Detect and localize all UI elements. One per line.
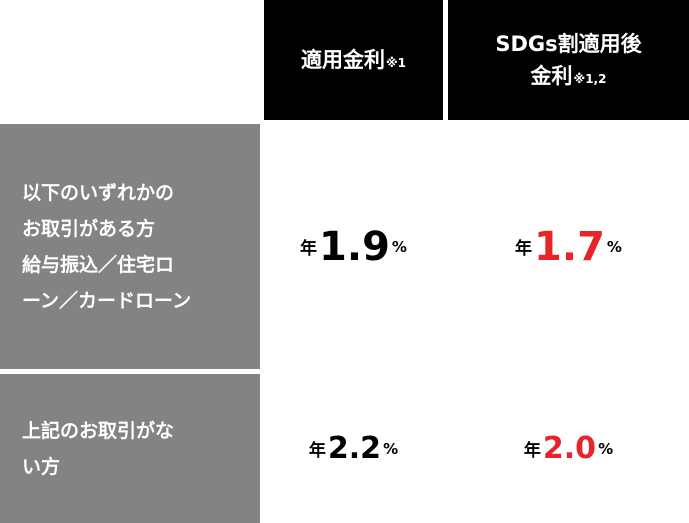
rate-prefix: 年 xyxy=(308,441,326,461)
applied-rate-with-transactions: 年 1.9 % xyxy=(264,124,443,369)
rate-unit: % xyxy=(391,237,407,256)
row-header-line: ーン／カードローン xyxy=(22,289,192,312)
rate-unit: % xyxy=(383,439,399,458)
column-header-sdgs-rate: SDGs割適用後 金利 ※1,2 xyxy=(448,0,689,120)
rate-prefix: 年 xyxy=(523,441,541,461)
rate-value: 1.7 xyxy=(534,223,605,270)
row-header-line: お取引がある方 xyxy=(22,217,156,240)
applied-rate-header-line: 適用金利 ※1 xyxy=(301,44,406,76)
applied-rate-header-note: ※1 xyxy=(385,56,406,70)
sdgs-rate-header-line1: SDGs割適用後 xyxy=(495,32,642,56)
row-header-without-transactions: 上記のお取引がな い方 xyxy=(0,374,260,523)
rate-unit: % xyxy=(598,439,614,458)
applied-rate-header-label: 適用金利 xyxy=(300,48,385,72)
row-header-line: 以下のいずれかの xyxy=(22,181,175,204)
column-header-applied-rate: 適用金利 ※1 xyxy=(264,0,443,120)
row-header-with-transactions: 以下のいずれかの お取引がある方 給与振込／住宅ロ ーン／カードローン xyxy=(0,124,260,369)
sdgs-rate-header-note: ※1,2 xyxy=(573,72,607,86)
sdgs-rate-without-transactions: 年 2.0 % xyxy=(448,374,689,523)
row-header-line: 上記のお取引がな xyxy=(22,419,175,442)
rate-prefix: 年 xyxy=(515,239,533,259)
sdgs-rate-header-line2-wrap: 金利 ※1,2 xyxy=(531,60,607,92)
row-header-line: い方 xyxy=(22,455,61,478)
sdgs-rate-header-line2: 金利 xyxy=(530,64,573,88)
rate-unit: % xyxy=(606,237,622,256)
rate-value: 1.9 xyxy=(319,223,390,270)
rate-value: 2.0 xyxy=(542,431,597,466)
rate-prefix: 年 xyxy=(300,239,318,259)
applied-rate-without-transactions: 年 2.2 % xyxy=(264,374,443,523)
row-header-line: 給与振込／住宅ロ xyxy=(22,253,175,276)
sdgs-rate-with-transactions: 年 1.7 % xyxy=(448,124,689,369)
rate-value: 2.2 xyxy=(327,431,382,466)
